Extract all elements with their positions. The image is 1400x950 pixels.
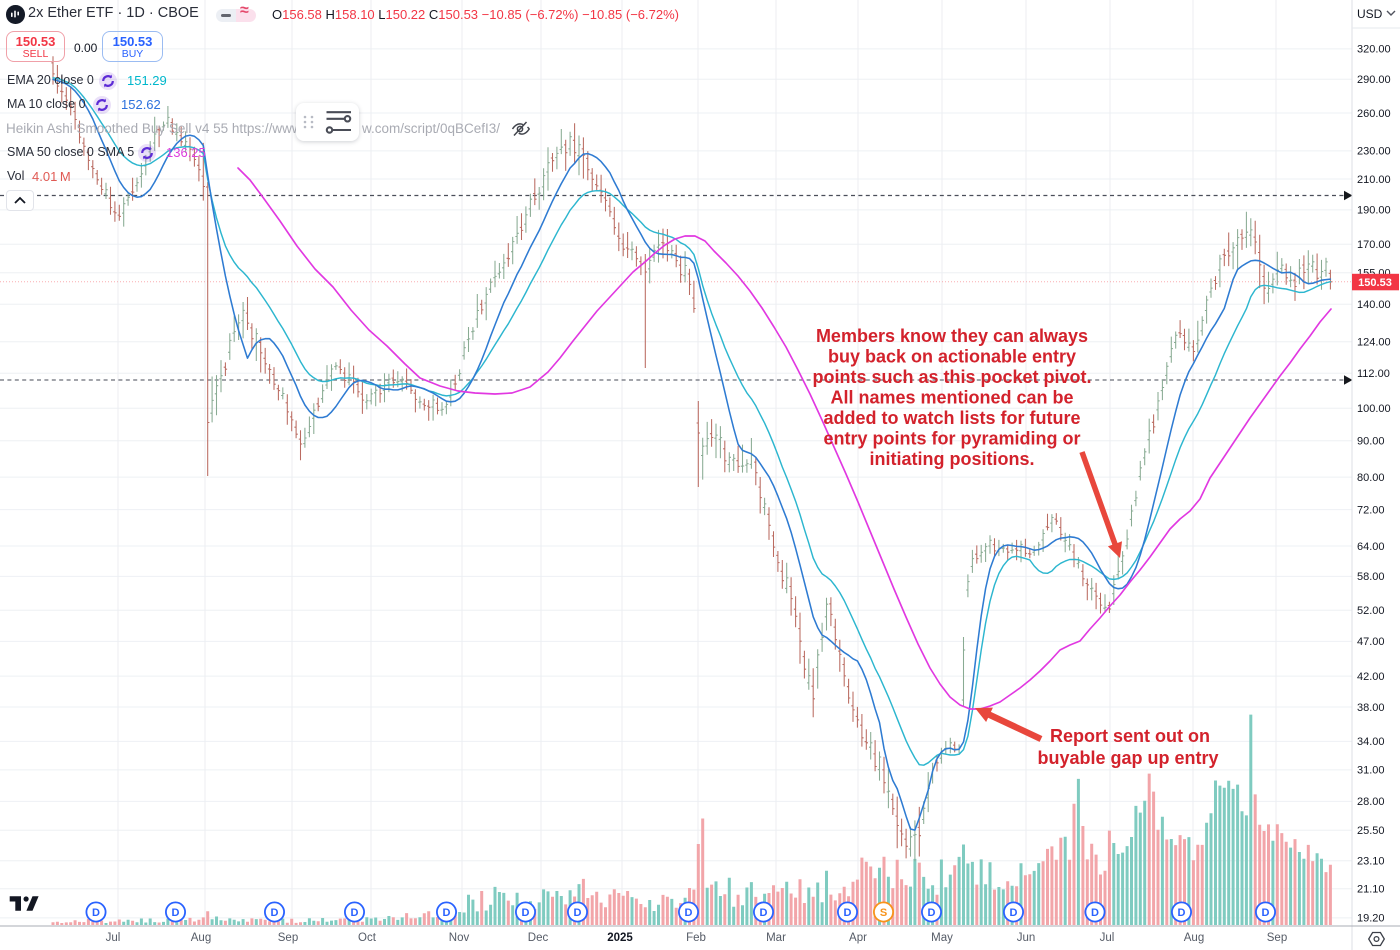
svg-text:150.53: 150.53 [1358,277,1392,289]
svg-text:170.00: 170.00 [1357,239,1391,251]
svg-text:72.00: 72.00 [1357,504,1385,516]
svg-text:Aug: Aug [191,932,211,944]
svg-text:260.00: 260.00 [1357,108,1391,120]
svg-text:25.50: 25.50 [1357,825,1385,837]
svg-text:210.00: 210.00 [1357,174,1391,186]
svg-text:D: D [574,907,582,919]
svg-text:28.00: 28.00 [1357,796,1385,808]
svg-text:124.00: 124.00 [1357,337,1391,349]
svg-text:Aug: Aug [1184,932,1204,944]
svg-text:290.00: 290.00 [1357,74,1391,86]
svg-text:34.00: 34.00 [1357,736,1385,748]
svg-text:23.10: 23.10 [1357,856,1385,868]
svg-text:D: D [1178,907,1186,919]
svg-text:Sep: Sep [1267,932,1287,944]
svg-text:Jun: Jun [1017,932,1036,944]
svg-text:64.00: 64.00 [1357,541,1385,553]
svg-text:D: D [92,907,100,919]
svg-text:58.00: 58.00 [1357,571,1385,583]
svg-text:21.10: 21.10 [1357,884,1385,896]
svg-text:D: D [1262,907,1270,919]
svg-text:42.00: 42.00 [1357,671,1385,683]
svg-text:D: D [760,907,768,919]
svg-text:52.00: 52.00 [1357,605,1385,617]
svg-text:80.00: 80.00 [1357,472,1385,484]
svg-text:90.00: 90.00 [1357,436,1385,448]
svg-text:D: D [172,907,180,919]
svg-text:100.00: 100.00 [1357,403,1391,415]
svg-text:S: S [880,907,887,919]
svg-text:Mar: Mar [766,932,786,944]
svg-text:D: D [844,907,852,919]
svg-text:Feb: Feb [686,932,706,944]
svg-text:D: D [685,907,693,919]
svg-text:Nov: Nov [449,932,470,944]
svg-text:38.00: 38.00 [1357,702,1385,714]
svg-text:D: D [1091,907,1099,919]
svg-text:320.00: 320.00 [1357,44,1391,56]
svg-text:Jul: Jul [1100,932,1115,944]
svg-text:Jul: Jul [106,932,121,944]
svg-text:D: D [1010,907,1018,919]
svg-text:19.20: 19.20 [1357,913,1385,925]
svg-text:May: May [931,932,953,944]
svg-text:230.00: 230.00 [1357,146,1391,158]
svg-text:Apr: Apr [849,932,867,944]
svg-text:140.00: 140.00 [1357,299,1391,311]
svg-text:Oct: Oct [358,932,377,944]
svg-text:D: D [351,907,359,919]
svg-text:Dec: Dec [528,932,549,944]
svg-text:31.00: 31.00 [1357,765,1385,777]
svg-text:Sep: Sep [278,932,298,944]
svg-text:D: D [443,907,451,919]
svg-text:D: D [522,907,530,919]
svg-text:2025: 2025 [607,932,633,944]
svg-text:112.00: 112.00 [1357,368,1390,380]
svg-text:47.00: 47.00 [1357,636,1385,648]
svg-text:D: D [271,907,279,919]
svg-text:USD: USD [1357,7,1383,21]
svg-text:D: D [928,907,936,919]
svg-text:190.00: 190.00 [1357,205,1391,217]
